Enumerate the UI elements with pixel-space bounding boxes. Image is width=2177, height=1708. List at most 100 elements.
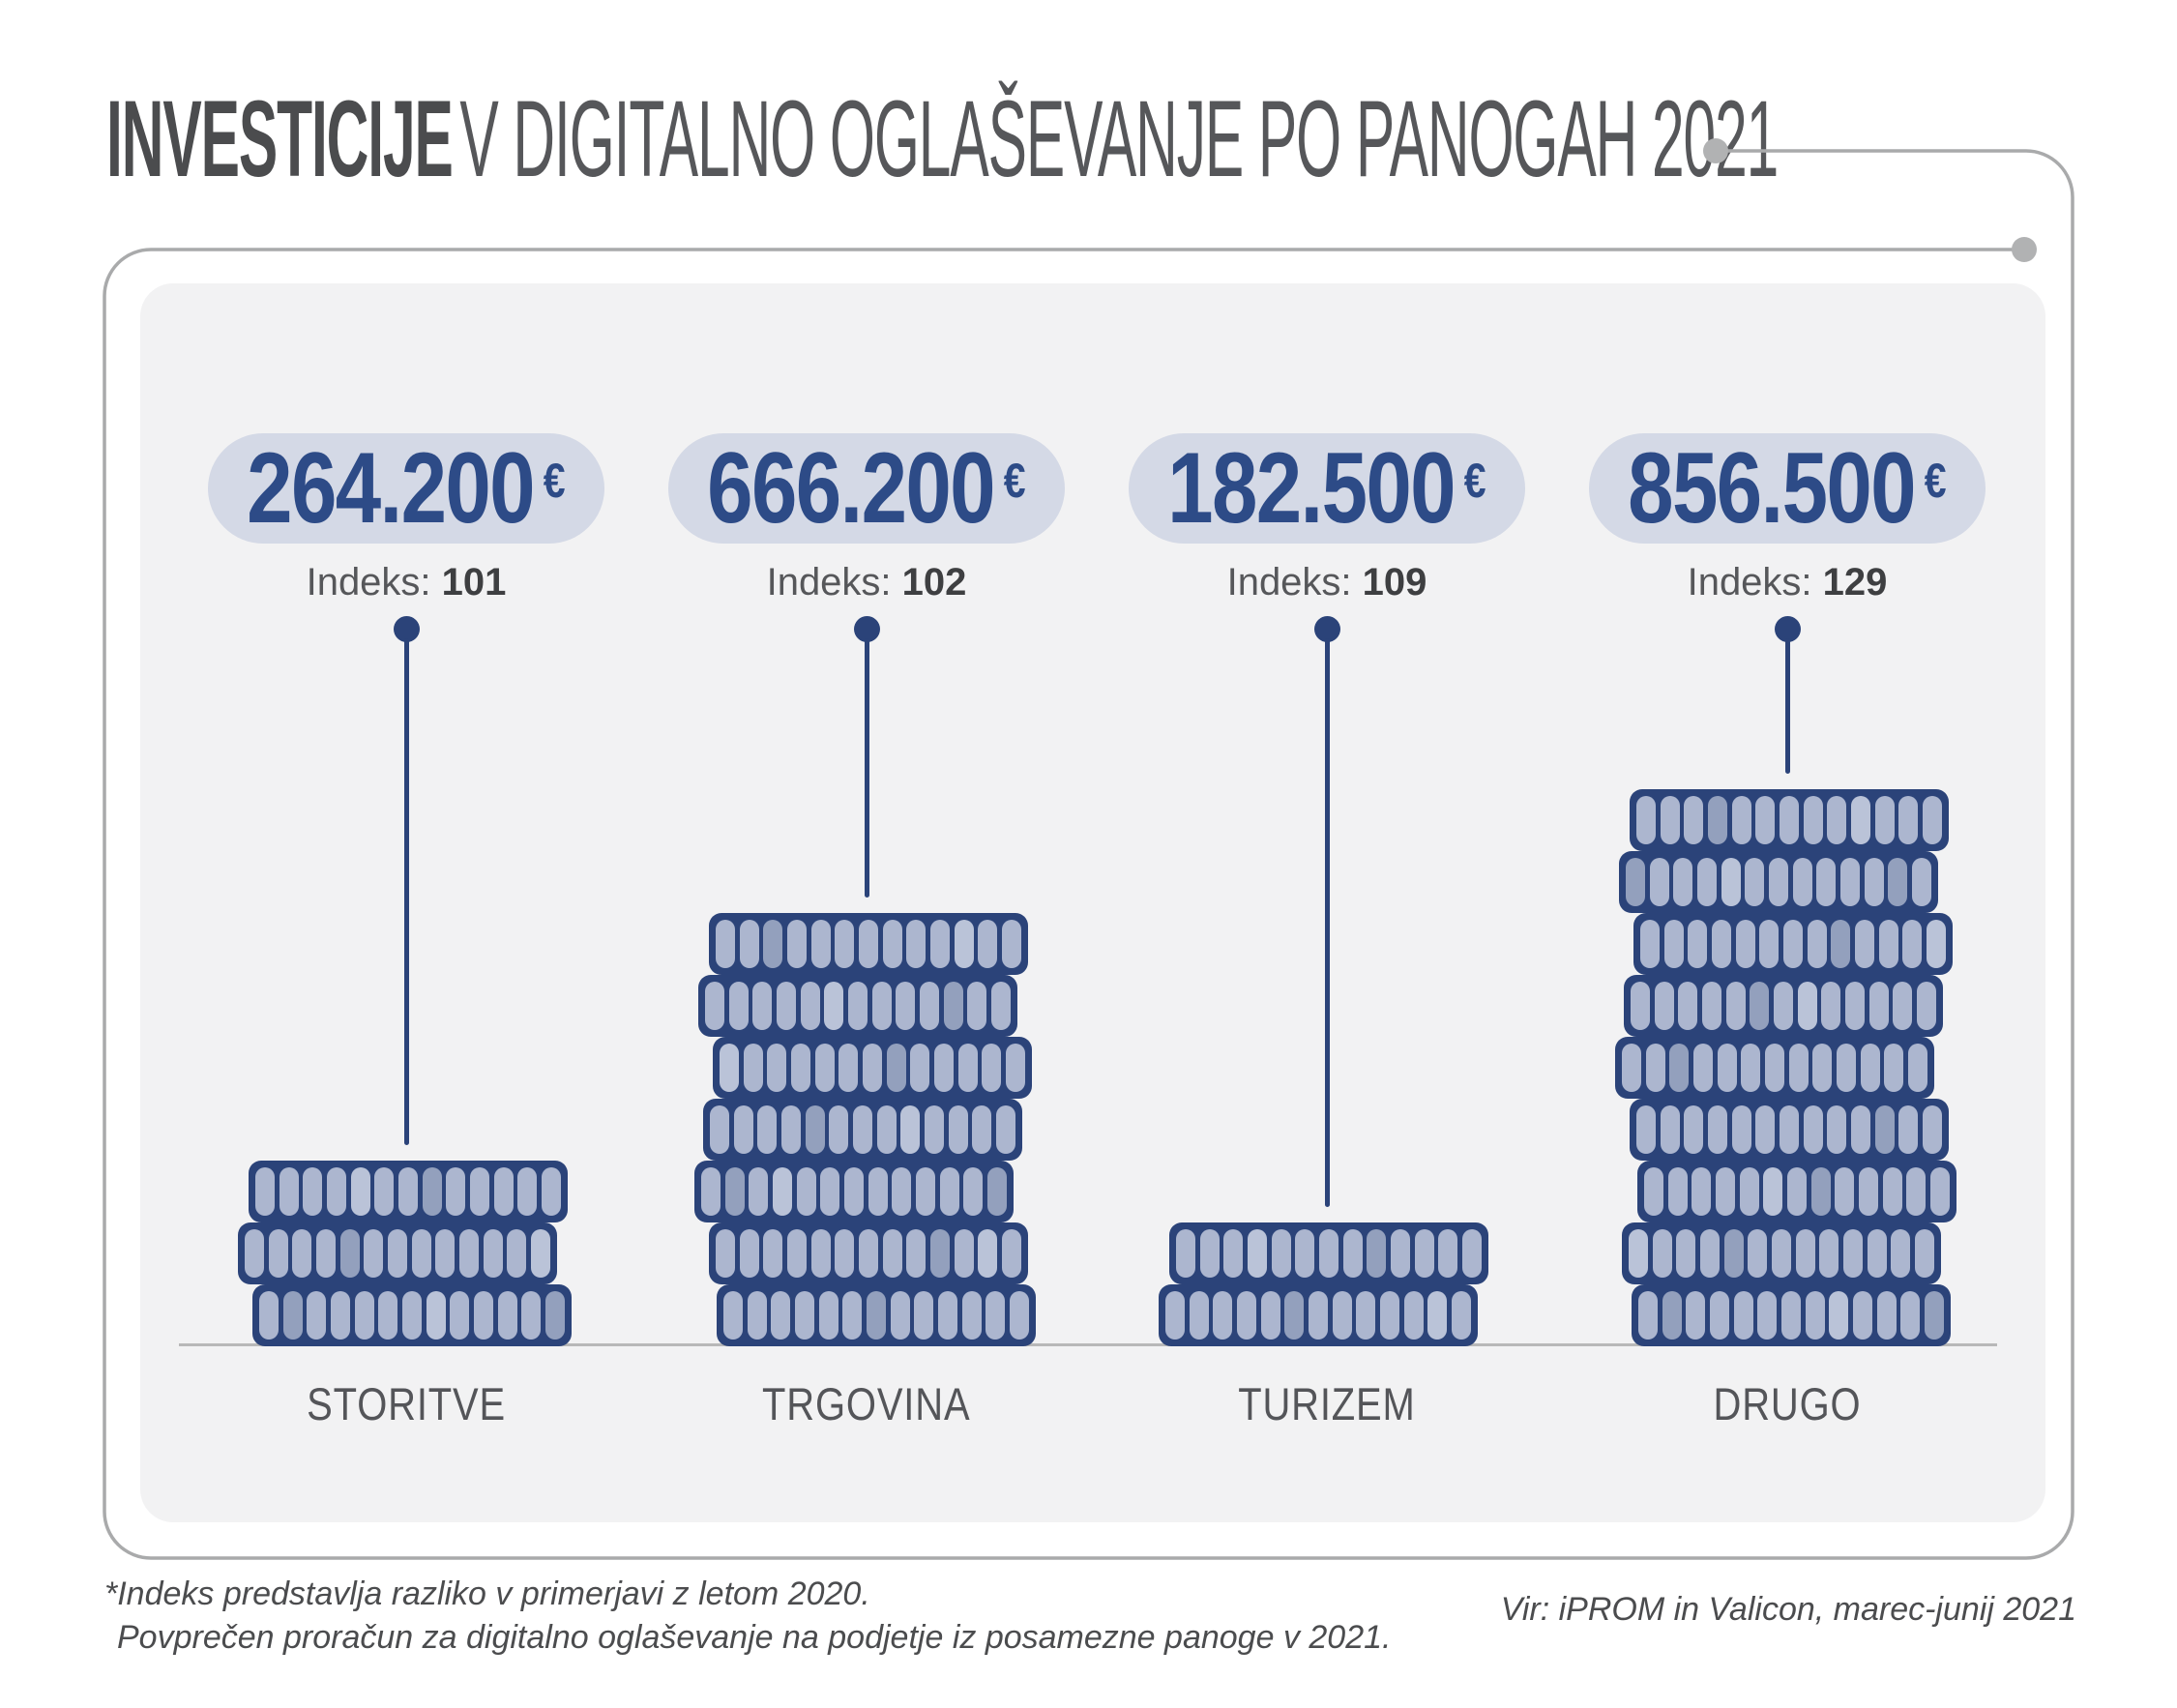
coin	[882, 1229, 902, 1278]
category-label-text: DRUGO	[1713, 1378, 1862, 1429]
coin	[1735, 920, 1755, 968]
coin	[1757, 1291, 1778, 1340]
coin	[900, 1105, 921, 1154]
coin	[1461, 1229, 1482, 1278]
coin	[1688, 920, 1708, 968]
coin	[1850, 796, 1870, 844]
coin-row	[1159, 1284, 1478, 1346]
coin	[1644, 1167, 1663, 1216]
coin	[842, 1291, 863, 1340]
coin	[794, 1291, 814, 1340]
coin	[818, 1291, 838, 1340]
coin	[1922, 796, 1942, 844]
coin	[810, 1229, 831, 1278]
coin	[805, 1105, 825, 1154]
coin	[339, 1229, 360, 1278]
coin	[1640, 920, 1660, 968]
coin	[473, 1291, 493, 1340]
coin	[919, 982, 939, 1030]
coin	[780, 1105, 801, 1154]
coin	[1295, 1229, 1315, 1278]
coin	[724, 1167, 745, 1216]
coin	[995, 1105, 1015, 1154]
coin-row	[1615, 1037, 1934, 1099]
index-prefix: Indeks:	[766, 561, 902, 604]
coin	[957, 1044, 978, 1092]
coin	[1676, 1229, 1696, 1278]
coin	[1782, 920, 1803, 968]
value-label: 264.200 €	[247, 431, 566, 545]
coin	[1662, 1291, 1682, 1340]
connector-line	[1784, 638, 1790, 774]
coin	[1835, 1167, 1855, 1216]
index-label: Indeks: 102	[644, 561, 1089, 604]
coin	[814, 1044, 835, 1092]
coin	[835, 920, 855, 968]
coin	[733, 1105, 753, 1154]
coin-row	[694, 1161, 1014, 1222]
coin	[1888, 858, 1908, 906]
coin	[1707, 1105, 1727, 1154]
coin	[866, 1291, 886, 1340]
coin	[259, 1291, 279, 1340]
coin	[1907, 1044, 1927, 1092]
coin	[1332, 1291, 1352, 1340]
coin	[1763, 1167, 1783, 1216]
coin	[1725, 982, 1746, 1030]
coin	[245, 1229, 264, 1278]
coin-row	[1622, 1222, 1941, 1284]
coin	[954, 1229, 974, 1278]
coin	[1717, 1044, 1737, 1092]
coin	[350, 1167, 370, 1216]
coin	[910, 1044, 930, 1092]
coin	[1864, 858, 1884, 906]
coin	[1850, 1105, 1870, 1154]
coin	[978, 1229, 998, 1278]
coin	[1911, 858, 1931, 906]
coin	[1902, 920, 1923, 968]
coin	[852, 1105, 872, 1154]
coin	[749, 1167, 769, 1216]
coin	[1005, 1044, 1025, 1092]
coin	[1176, 1229, 1195, 1278]
category-label: DRUGO	[1565, 1377, 2010, 1430]
coin	[786, 1229, 807, 1278]
coin	[1906, 1167, 1927, 1216]
coin	[1652, 1229, 1672, 1278]
coin	[1898, 796, 1919, 844]
coin	[829, 1105, 849, 1154]
coin	[1755, 1105, 1776, 1154]
coin	[1001, 920, 1021, 968]
coin	[728, 982, 749, 1030]
index-prefix: Indeks:	[1226, 561, 1363, 604]
coin	[1645, 1044, 1665, 1092]
coin-row	[238, 1222, 557, 1284]
coin	[1745, 858, 1765, 906]
coin	[720, 1044, 739, 1092]
coin	[1342, 1229, 1363, 1278]
coin	[1773, 982, 1793, 1030]
coin	[1836, 1044, 1856, 1092]
coin	[978, 920, 998, 968]
euro-sign: €	[1463, 453, 1486, 508]
coin-row	[1633, 913, 1953, 975]
coin	[1009, 1291, 1029, 1340]
coin	[1795, 1229, 1815, 1278]
coin	[1891, 1229, 1911, 1278]
coin	[871, 982, 892, 1030]
coin	[1771, 1229, 1791, 1278]
coin	[1271, 1229, 1291, 1278]
coin-row	[1632, 1284, 1951, 1346]
coin	[1779, 1105, 1799, 1154]
coin	[450, 1291, 470, 1340]
coin	[1379, 1291, 1399, 1340]
connector-dot	[853, 616, 880, 642]
coin	[1916, 982, 1936, 1030]
coin	[790, 1044, 810, 1092]
coin	[1827, 796, 1847, 844]
coin	[1750, 982, 1770, 1030]
coin	[810, 920, 831, 968]
coin	[847, 982, 868, 1030]
coin-row	[1630, 1099, 1949, 1161]
